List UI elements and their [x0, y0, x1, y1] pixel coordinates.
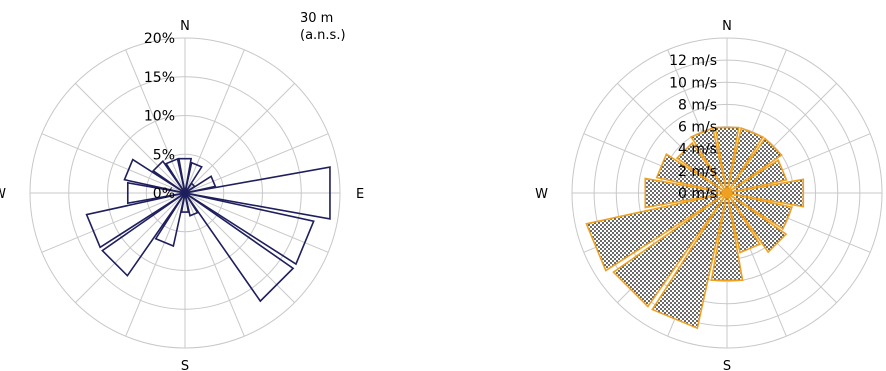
wedge-SE — [184, 192, 295, 303]
compass-label-e: E — [356, 187, 364, 202]
grid-spoke — [125, 49, 186, 194]
wedge-NW — [675, 141, 728, 194]
tick-label: 8 m/s — [678, 97, 717, 113]
tick-labels: 0 m/s 2 m/s 4 m/s 6 m/s 8 m/s 10 m/s 12 m/s — [669, 53, 717, 202]
tick-label: 2 m/s — [678, 164, 717, 180]
tick-label: 5% — [153, 147, 175, 163]
tick-label: 6 m/s — [678, 120, 717, 136]
tick-label: 10 m/s — [669, 75, 717, 91]
wedge-NNW — [165, 157, 186, 194]
tick-labels: 0% 5% 10% 15% 20% — [144, 31, 175, 202]
wedge-ESE — [726, 192, 793, 230]
wedge-N — [714, 126, 740, 194]
wedge-SW — [101, 192, 186, 277]
wedge-SE — [726, 192, 788, 254]
rose-wedges — [585, 126, 805, 330]
wedge-E — [184, 166, 331, 220]
wedge-S — [710, 192, 744, 281]
grid-spoke — [75, 83, 186, 194]
tick-label: 20% — [144, 31, 175, 47]
grid-spoke — [75, 192, 186, 303]
compass-label-s: S — [181, 359, 189, 371]
wedge-WNW — [123, 158, 186, 194]
annotation-line: (a.n.s.) — [300, 28, 346, 43]
wedge-NNE — [726, 127, 764, 194]
wedge-NE — [726, 137, 783, 194]
height-annotation: 30 m (a.n.s.) — [300, 11, 346, 43]
tick-label: 15% — [144, 70, 175, 86]
compass-label-w: W — [535, 187, 548, 202]
wedge-WSW — [585, 192, 728, 272]
tick-label: 10% — [144, 109, 175, 125]
wedge-NNE — [184, 161, 203, 194]
grid-spoke — [184, 133, 329, 194]
grid-spoke — [184, 83, 295, 194]
wedge-E — [726, 178, 805, 208]
wedge-SW — [612, 192, 728, 308]
wedge-SSW — [651, 192, 728, 330]
compass-label-s: S — [723, 359, 731, 371]
grid-spoke — [41, 133, 186, 194]
wedge-NNW — [690, 127, 728, 194]
wedge-ESE — [184, 192, 315, 266]
wedge-W — [126, 181, 186, 205]
wedge-WSW — [85, 192, 186, 249]
grid-spoke — [41, 192, 186, 253]
wedge-ENE — [726, 158, 788, 194]
tick-label: 0% — [153, 186, 175, 202]
compass-labels: NESW — [535, 19, 732, 371]
wedge-WNW — [655, 153, 728, 194]
wedge-SSW — [154, 192, 186, 248]
compass-label-w: W — [0, 187, 6, 202]
rose-wedges — [85, 157, 331, 303]
tick-label: 12 m/s — [669, 53, 717, 69]
annotation-line: 30 m — [300, 11, 333, 26]
wedge-SSE — [726, 192, 762, 254]
grid-spoke — [125, 192, 186, 337]
compass-label-n: N — [722, 19, 732, 34]
grid-spoke — [184, 192, 245, 337]
grid-spoke — [184, 49, 245, 194]
tick-label: 4 m/s — [678, 142, 717, 158]
tick-label: 0 m/s — [678, 186, 717, 202]
wedge-W — [644, 177, 728, 209]
compass-labels: N E S W — [0, 19, 364, 371]
compass-label-n: N — [180, 19, 190, 34]
